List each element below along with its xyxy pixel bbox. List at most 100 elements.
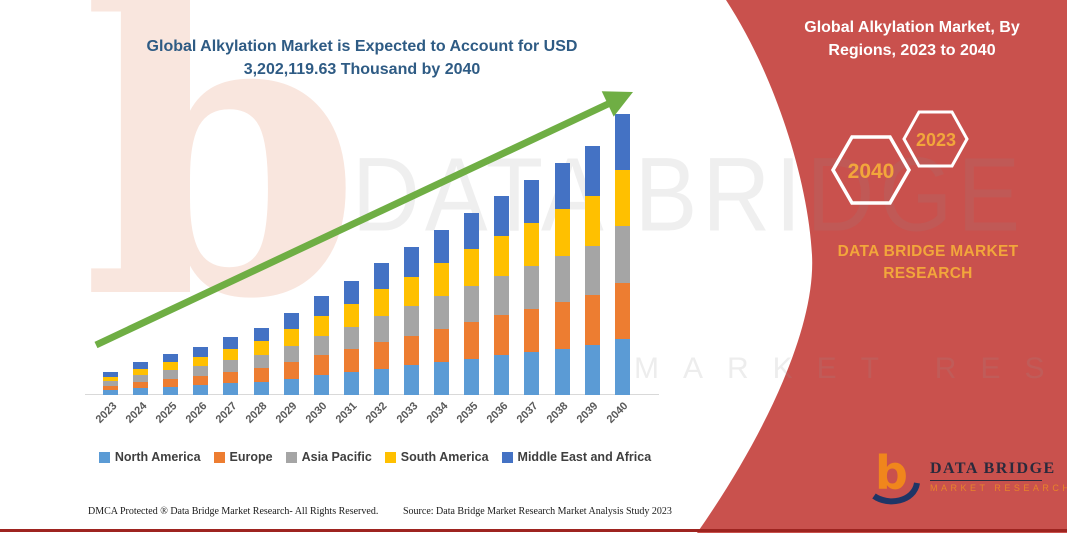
bar-segment-2040-asia-pacific	[614, 226, 630, 283]
bar-segment-2026-middle-east-and-africa	[193, 346, 209, 357]
legend-label: South America	[400, 450, 489, 464]
legend-label: Europe	[229, 450, 273, 464]
bar-segment-2024-asia-pacific	[133, 375, 149, 382]
bar-segment-2034-europe	[434, 329, 450, 362]
bar-segment-2032-europe	[373, 342, 389, 369]
legend-swatch	[98, 451, 110, 463]
bar-segment-2038-middle-east-and-africa	[554, 162, 570, 210]
hexagon-2040	[830, 135, 912, 205]
hexagon-2023	[902, 110, 969, 168]
watermark-b-logo: b	[82, 0, 362, 387]
bar-segment-2034-middle-east-and-africa	[434, 230, 450, 263]
bar-segment-2024-europe	[133, 381, 149, 389]
bar-segment-2027-europe	[223, 371, 239, 384]
bar-segment-2031-middle-east-and-africa	[343, 281, 359, 304]
bar-segment-2031-europe	[343, 349, 359, 373]
trend-arrow-head	[601, 91, 633, 117]
bar-segment-2032-south-america	[373, 289, 389, 316]
bar-segment-2039-asia-pacific	[584, 245, 600, 296]
hexagon-year-2023: 2023	[916, 130, 956, 150]
bar-segment-2037-north-america	[524, 352, 540, 395]
legend-item-south-america: South America	[384, 450, 489, 464]
bar-segment-2034-south-america	[434, 263, 450, 296]
legend-swatch	[501, 451, 513, 463]
bar-segment-2027-south-america	[223, 348, 239, 361]
bar-segment-2023-middle-east-and-africa	[103, 372, 118, 377]
bar-segment-2037-middle-east-and-africa	[524, 180, 540, 223]
bar-segment-2023-south-america	[103, 376, 118, 382]
bar-segment-2028-asia-pacific	[253, 354, 269, 369]
bar-segment-2029-europe	[283, 362, 299, 379]
bar-segment-2036-north-america	[494, 355, 510, 395]
bar-segment-2024-north-america	[133, 388, 149, 395]
bar-segment-2026-south-america	[193, 356, 209, 367]
hexagon-year-2040: 2040	[848, 160, 895, 183]
bar-segment-2025-south-america	[163, 362, 179, 371]
bar-segment-2029-middle-east-and-africa	[283, 313, 299, 330]
bar-segment-2027-north-america	[223, 383, 239, 395]
legend-label: Asia Pacific	[301, 450, 372, 464]
bar-segment-2039-north-america	[584, 345, 600, 395]
bar-segment-2035-middle-east-and-africa	[464, 212, 480, 250]
bar-segment-2028-europe	[253, 368, 269, 382]
logo-wordmark: DATA BRIDGE	[930, 459, 1056, 477]
bar-segment-2035-south-america	[464, 249, 480, 286]
bar-segment-2036-europe	[494, 315, 510, 356]
bar-segment-2030-europe	[313, 355, 329, 376]
stacked-bar-chart: 2023 2024 2025 2026 2027 2028 2029 2030 2031 2032…	[93, 114, 631, 426]
bar-segment-2029-south-america	[283, 329, 299, 346]
bar-segment-2026-asia-pacific	[193, 366, 209, 376]
bar-segment-2027-asia-pacific	[223, 360, 239, 372]
bar-segment-2024-middle-east-and-africa	[133, 362, 149, 369]
bar-segment-2035-asia-pacific	[464, 285, 480, 323]
bar-segment-2038-north-america	[554, 348, 570, 395]
bar-segment-2037-south-america	[524, 223, 540, 266]
svg-text:b: b	[875, 447, 908, 500]
logo-subtitle: MARKET RESEARCH	[930, 482, 1067, 493]
bar-segment-2032-middle-east-and-africa	[373, 263, 389, 290]
bar-segment-2028-middle-east-and-africa	[253, 328, 269, 342]
bar-segment-2031-south-america	[343, 303, 359, 327]
side-panel-brand-text: DATA BRIDGE MARKET RESEARCH	[837, 243, 1019, 282]
bar-segment-2031-asia-pacific	[343, 326, 359, 350]
legend-item-asia-pacific: Asia Pacific	[285, 450, 372, 464]
bar-segment-2023-north-america	[103, 390, 118, 395]
bar-segment-2025-asia-pacific	[163, 370, 179, 379]
legend-label: Middle East and Africa	[517, 450, 652, 464]
footer-dmca-text: DMCA Protected ® Data Bridge Market Rese…	[88, 506, 379, 517]
bar-segment-2037-asia-pacific	[524, 266, 540, 309]
dbmr-logo-icon: b	[872, 447, 920, 505]
bar-segment-2027-middle-east-and-africa	[223, 336, 239, 349]
legend-item-north-america: North America	[98, 450, 201, 464]
bar-segment-2030-south-america	[313, 315, 329, 336]
bar-segment-2026-europe	[193, 375, 209, 386]
bar-segment-2035-north-america	[464, 358, 480, 395]
logo-swoosh	[872, 482, 920, 505]
bar-segment-2035-europe	[464, 322, 480, 359]
watermark-brand-text: DATA BRIDGE	[352, 135, 1026, 253]
x-axis-line	[85, 394, 659, 395]
bar-segment-2032-north-america	[373, 368, 389, 395]
legend-item-europe: Europe	[213, 450, 273, 464]
bar-segment-2038-asia-pacific	[554, 255, 570, 303]
bar-segment-2030-asia-pacific	[313, 335, 329, 356]
legend-label: North America	[114, 450, 201, 464]
dbmr-logo: b DATA BRIDGE MARKET RESEARCH	[870, 447, 1067, 505]
footer-source-text: Source: Data Bridge Market Research Mark…	[403, 506, 672, 517]
bar-segment-2033-north-america	[404, 365, 419, 395]
bar-segment-2024-south-america	[133, 368, 149, 376]
chart-legend: North America Europe Asia Pacific South Ame…	[80, 450, 670, 464]
bar-segment-2028-south-america	[253, 341, 269, 355]
legend-swatch	[285, 451, 297, 463]
bar-segment-2026-north-america	[193, 385, 209, 395]
side-panel-title: Global Alkylation Market, By Regions, 20…	[804, 19, 1020, 60]
legend-swatch	[384, 451, 396, 463]
bar-segment-2039-europe	[584, 295, 600, 346]
logo-divider	[930, 479, 1042, 481]
bar-segment-2029-north-america	[283, 378, 299, 395]
trend-arrow	[94, 91, 633, 349]
bar-segment-2030-north-america	[313, 375, 329, 395]
bar-segment-2028-north-america	[253, 381, 269, 395]
